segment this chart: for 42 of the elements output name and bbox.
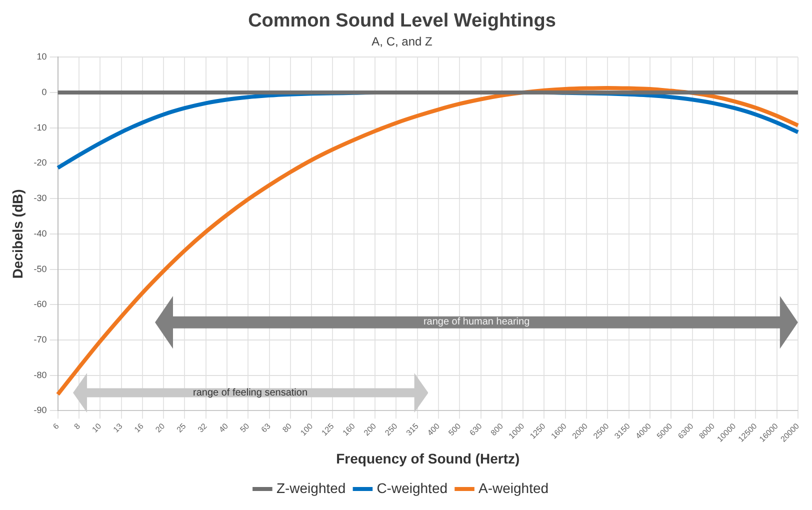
x-tick-label: 6 <box>51 421 62 432</box>
x-tick-label: 25 <box>175 421 188 434</box>
chart-subtitle: A, C, and Z <box>372 34 432 48</box>
y-tick-label: -70 <box>34 334 47 344</box>
chart-title: Common Sound Level Weightings <box>248 10 556 32</box>
x-tick-label: 63 <box>260 421 273 434</box>
x-tick-label: 500 <box>446 421 463 438</box>
x-tick-label: 50 <box>238 421 252 434</box>
y-axis-title: Decibels (dB) <box>9 189 26 279</box>
y-tick-label: -50 <box>34 264 47 274</box>
x-tick-label: 100 <box>298 421 315 438</box>
x-tick-label: 400 <box>426 421 442 438</box>
x-tick-label: 160 <box>341 421 358 438</box>
y-tick-label: -30 <box>34 193 47 204</box>
x-tick-label: 125 <box>320 421 336 438</box>
x-tick-label: 80 <box>280 421 294 434</box>
x-tick-label: 40 <box>217 421 230 434</box>
x-tick-label: 200 <box>362 421 378 438</box>
x-tick-label: 630 <box>468 421 484 438</box>
x-tick-label: 32 <box>196 421 210 434</box>
x-tick-label: 8 <box>72 421 82 432</box>
x-tick-label: 315 <box>404 421 421 438</box>
x-tick-label: 250 <box>383 421 400 438</box>
x-tick-label: 13 <box>112 421 125 434</box>
y-tick-label: -60 <box>34 299 47 310</box>
y-tick-label: 10 <box>36 52 47 62</box>
x-axis-title: Frequency of Sound (Hertz) <box>336 450 520 466</box>
y-tick-label: -90 <box>34 405 47 416</box>
x-tick-label: 10 <box>90 421 104 434</box>
y-tick-label: 0 <box>42 87 47 98</box>
legend-label: A-weighted <box>478 480 549 496</box>
legend-label: Z-weighted <box>276 480 346 496</box>
x-tick-label: 20 <box>154 421 167 434</box>
legend-label: C-weighted <box>376 480 448 496</box>
x-tick-label: 800 <box>489 421 506 438</box>
x-tick-label: 16 <box>132 421 146 434</box>
y-tick-label: -20 <box>34 158 47 168</box>
annotation: range of human hearing <box>423 316 530 328</box>
y-tick-label: -80 <box>34 370 47 380</box>
annotation: range of feeling sensation <box>192 388 308 398</box>
y-tick-label: -40 <box>34 228 47 238</box>
y-tick-label: -10 <box>34 122 47 132</box>
